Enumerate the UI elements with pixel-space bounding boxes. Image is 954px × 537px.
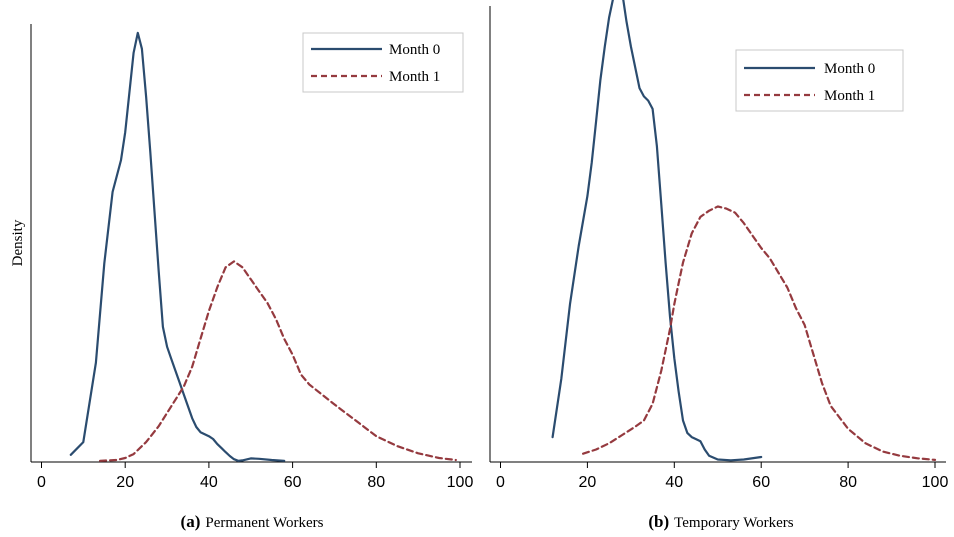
legend-label-month-0: Month 0 bbox=[824, 61, 875, 77]
x-tick-label: 20 bbox=[579, 474, 597, 491]
x-ticks: 0 20 40 60 80 100 bbox=[37, 462, 473, 491]
x-tick-label: 60 bbox=[284, 474, 302, 491]
x-tick-label: 40 bbox=[200, 474, 218, 491]
x-tick-label: 100 bbox=[447, 474, 474, 491]
legend-label-month-1: Month 1 bbox=[389, 69, 440, 85]
legend-box bbox=[735, 49, 904, 112]
x-tick-label: 0 bbox=[37, 474, 46, 491]
x-tick-label: 80 bbox=[367, 474, 385, 491]
x-tick-label: 60 bbox=[752, 474, 770, 491]
x-tick-label: 100 bbox=[922, 474, 949, 491]
panel-temporary-workers: 0 20 40 60 80 100 Month 0 Month 1 (b) Temporar… bbox=[489, 0, 948, 531]
x-tick-label: 20 bbox=[116, 474, 134, 491]
x-tick-label: 40 bbox=[665, 474, 683, 491]
x-tick-label: 0 bbox=[496, 474, 505, 491]
series-layer bbox=[551, 0, 937, 462]
series-layer bbox=[69, 31, 457, 462]
x-tick-label: 80 bbox=[839, 474, 857, 491]
legend-label-month-1: Month 1 bbox=[824, 88, 875, 104]
caption-a: (a) Permanent Workers bbox=[181, 512, 324, 531]
legend: Month 0 Month 1 bbox=[302, 32, 464, 93]
legend-box bbox=[302, 32, 464, 93]
y-axis-label: Density bbox=[10, 219, 26, 266]
legend: Month 0 Month 1 bbox=[735, 49, 904, 112]
series-line-month-1 bbox=[98, 260, 457, 462]
series-line-month-0 bbox=[69, 31, 286, 462]
caption-text-a: Permanent Workers bbox=[205, 515, 323, 531]
legend-label-month-0: Month 0 bbox=[389, 42, 440, 58]
caption-b: (b) Temporary Workers bbox=[648, 512, 793, 531]
series-line-month-1 bbox=[581, 205, 937, 461]
caption-letter-a: (a) bbox=[181, 512, 201, 531]
series-line-month-0 bbox=[551, 0, 763, 462]
panel-permanent-workers: 0 20 40 60 80 100 Density Month 0 Month 1 (a)… bbox=[10, 24, 473, 531]
caption-text-b: Temporary Workers bbox=[674, 515, 794, 531]
x-ticks: 0 20 40 60 80 100 bbox=[496, 462, 948, 491]
caption-letter-b: (b) bbox=[648, 512, 669, 531]
